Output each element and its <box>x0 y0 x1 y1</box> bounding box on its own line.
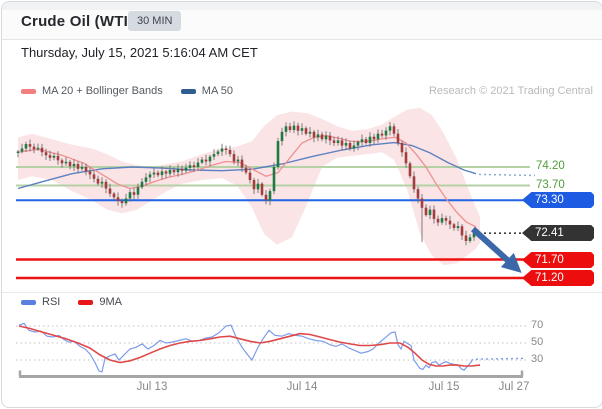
support-price-tag-2: 71.20 <box>522 270 594 286</box>
x-axis-label-jul14: Jul 14 <box>286 381 318 393</box>
legend-item-ma50: MA 50 <box>180 85 233 97</box>
last-price-tag: 72.41 <box>522 225 594 241</box>
rsi-9ma-line <box>18 325 481 367</box>
rsi-tick-50: 50 <box>531 336 544 348</box>
legend-label: RSI <box>42 296 61 308</box>
instrument-title: Crude Oil (WTI) <box>21 13 134 30</box>
legend-item-rsi: RSI <box>21 296 60 308</box>
ma50-swatch-icon <box>180 88 196 94</box>
main-price-chart <box>16 107 536 280</box>
card-top-strip <box>2 2 602 10</box>
ma50-projection-dotted <box>478 173 536 177</box>
rsi-projection-dotted <box>475 357 526 360</box>
research-watermark: Research © 2021 Trading Central <box>428 85 593 97</box>
header-bar: Crude Oil (WTI) 30 MIN <box>2 10 602 40</box>
main-chart-legend: MA 20 + Bollinger Bands MA 50 <box>21 85 243 97</box>
bearish-projection-arrow <box>470 226 522 273</box>
ma50-line <box>17 141 477 190</box>
chart-datetime: Thursday, July 15, 2021 5:16:04 AM CET <box>21 45 258 60</box>
resistance-level-label-1: 74.20 <box>536 160 565 172</box>
legend-item-ma20-bollinger: MA 20 + Bollinger Bands <box>21 85 163 97</box>
nine-ma-swatch-icon <box>78 299 94 305</box>
candlesticks <box>16 121 476 246</box>
rsi-tick-70: 70 <box>531 319 544 331</box>
panel-separator <box>2 292 602 293</box>
x-axis-label-jul13: Jul 13 <box>136 381 168 393</box>
timeframe-badge[interactable]: 30 MIN <box>128 11 182 31</box>
resistance-level-label-2: 73.70 <box>536 179 565 191</box>
ma20-line <box>17 134 477 228</box>
ma20-swatch-icon <box>21 88 36 94</box>
legend-label: 9MA <box>99 296 122 308</box>
x-axis-label-jul27: Jul 27 <box>498 381 530 393</box>
pivot-price-tag: 73.30 <box>522 192 594 208</box>
x-axis-label-jul15: Jul 15 <box>428 381 460 393</box>
legend-label: MA 20 + Bollinger Bands <box>42 85 163 97</box>
rsi-tick-30: 30 <box>531 353 544 365</box>
legend-label: MA 50 <box>201 85 233 97</box>
rsi-legend: RSI 9MA <box>21 296 122 308</box>
legend-item-9ma: 9MA <box>78 296 122 308</box>
rsi-indicator-panel <box>16 322 526 378</box>
rsi-line <box>18 322 474 373</box>
support-price-tag-1: 71.70 <box>522 252 594 268</box>
rsi-swatch-icon <box>21 299 36 305</box>
